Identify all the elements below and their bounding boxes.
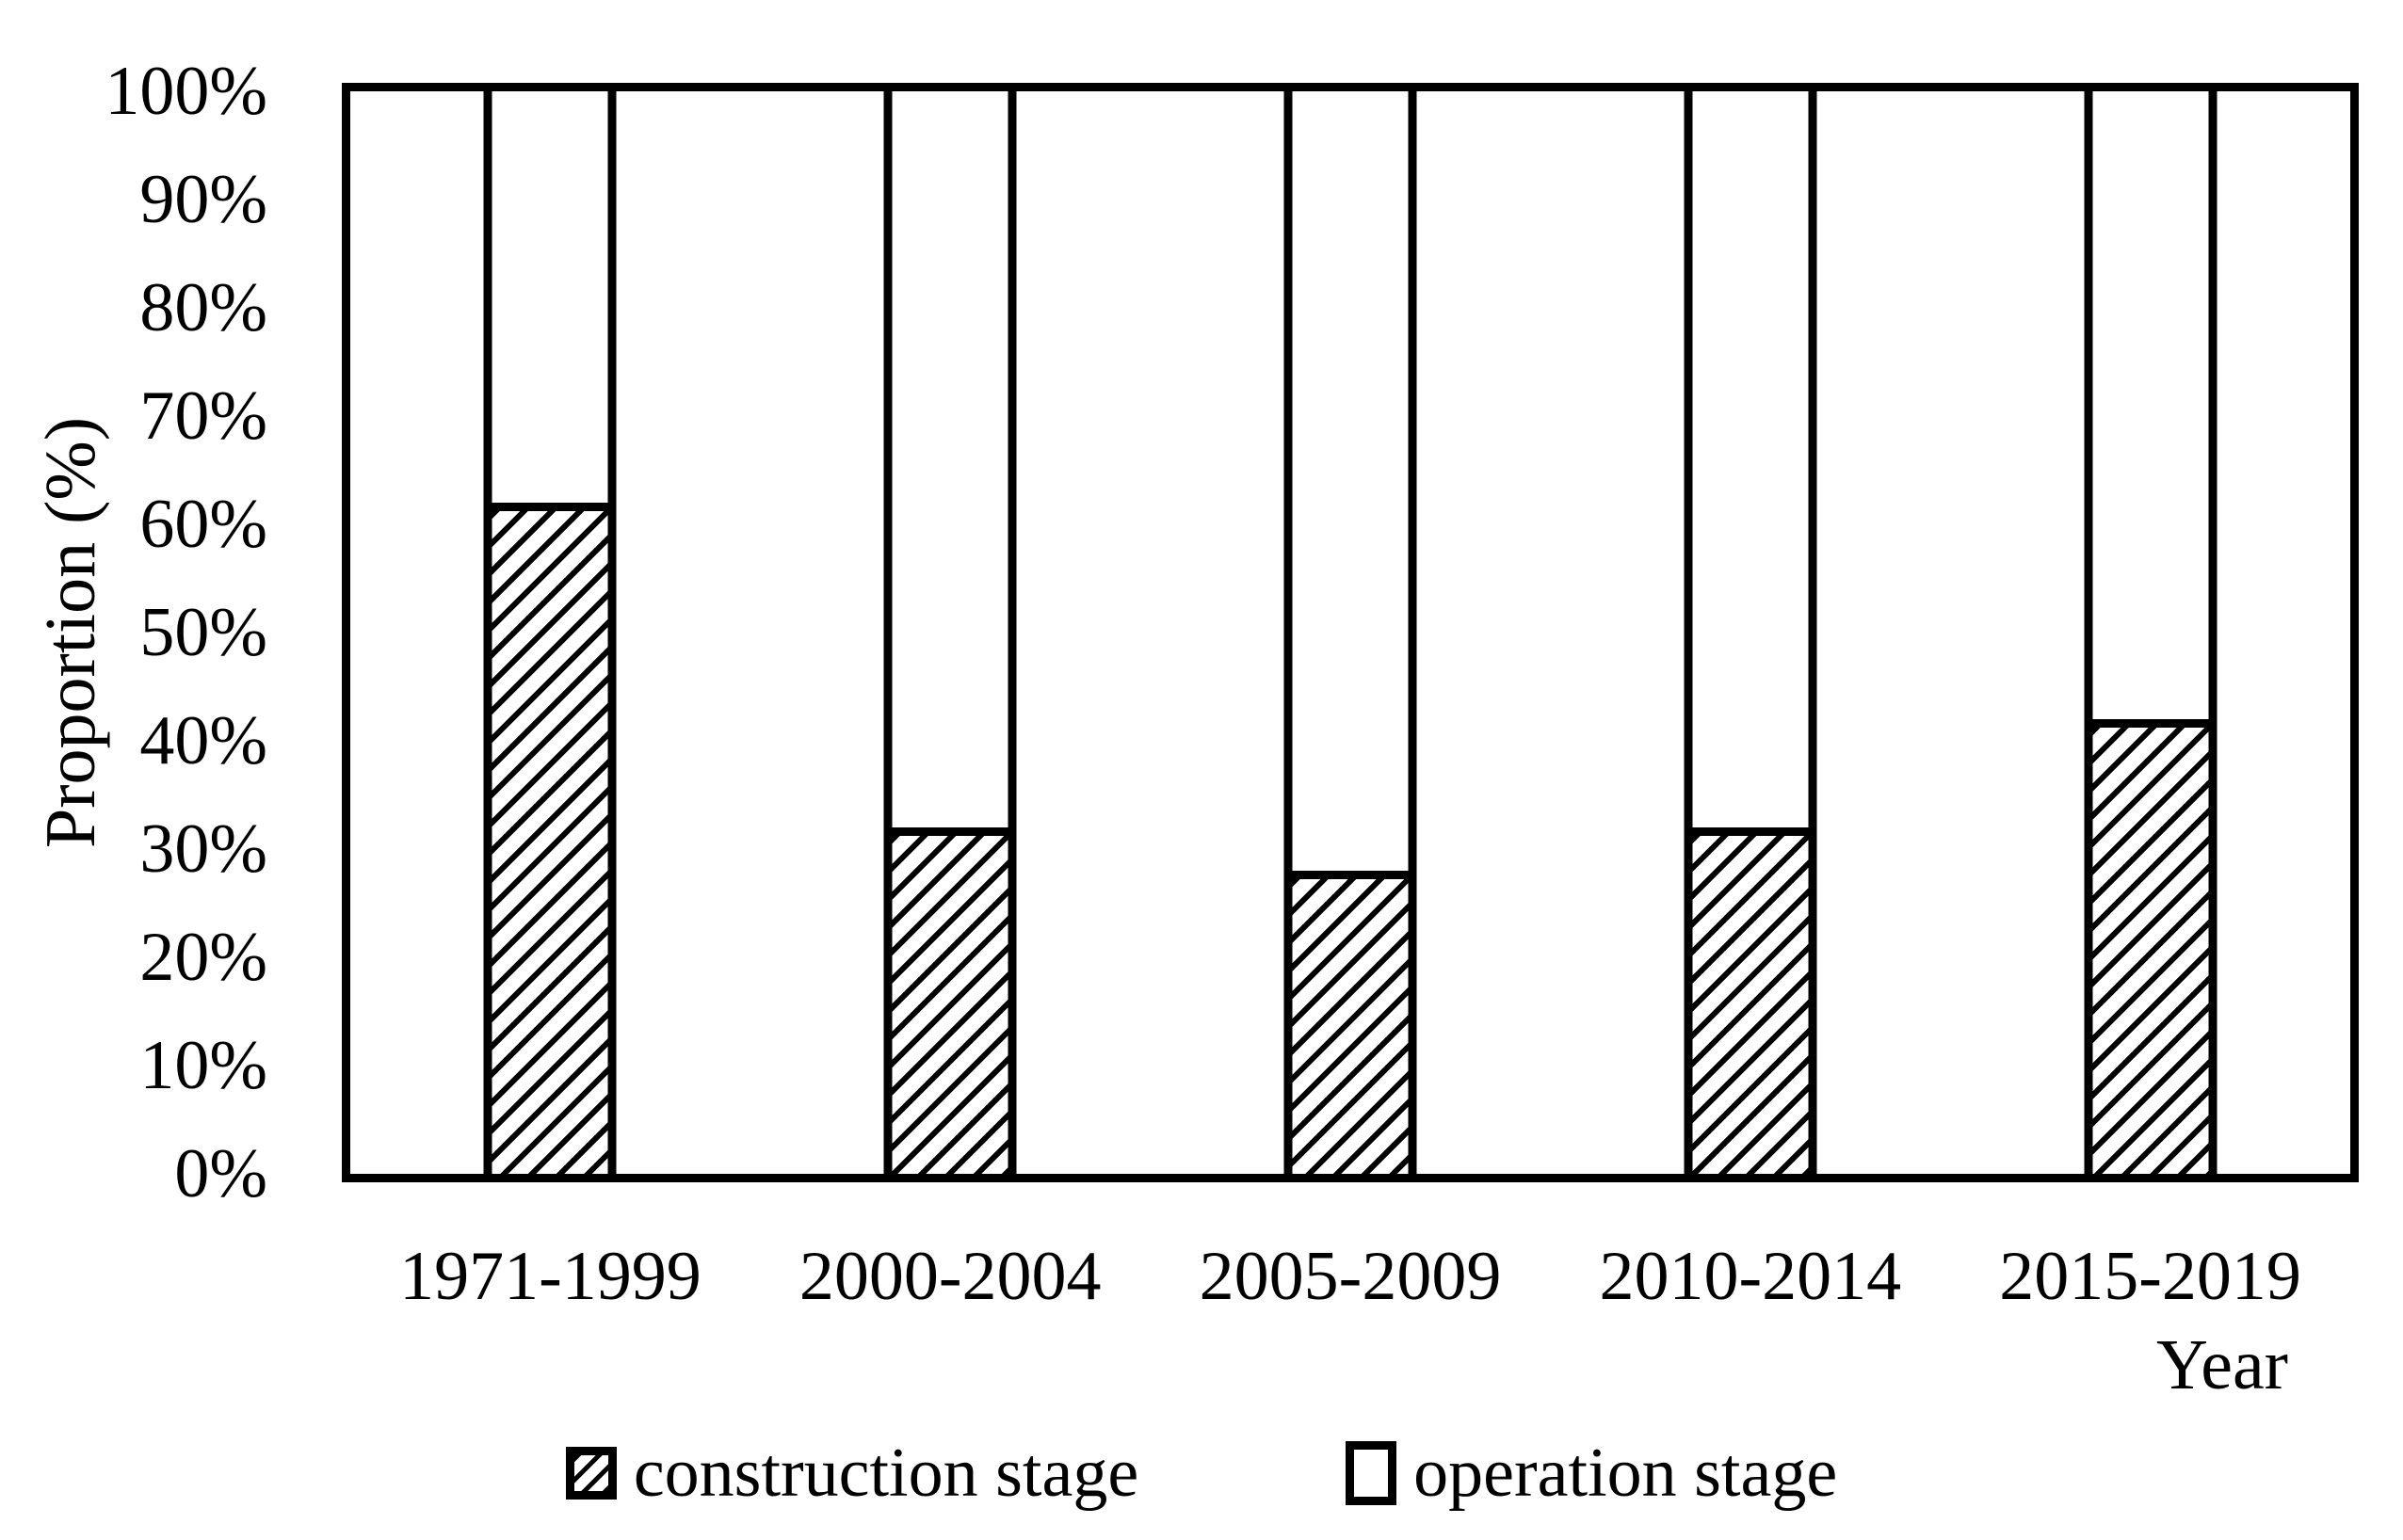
y-tick-label-40pct: 40% [139,702,267,779]
y-tick-label-90pct: 90% [139,161,267,238]
y-tick-label-60pct: 60% [139,486,267,563]
bar-column-2015-2019 [2084,91,2218,1174]
x-tick-label-1971-1999: 1971-1999 [399,1238,702,1315]
bar-column-1971-1999 [483,91,617,1174]
construction-segment-2000-2004 [892,827,1008,1174]
construction-hatch-swatch-icon [565,1447,617,1500]
plot-area: 1971-1999 2000-2004 2005-2009 2010-2014 2015… [105,56,2359,1311]
construction-segment-2015-2019 [2092,719,2209,1174]
legend-label-operation: operation stage [1413,1435,1838,1512]
x-tick-label-2000-2004: 2000-2004 [798,1238,1102,1315]
bar-column-2000-2004 [883,91,1017,1174]
y-tick-label-30pct: 30% [139,810,267,888]
y-tick-label-100pct: 100% [105,53,267,130]
bar-column-2005-2009 [1283,91,1417,1174]
construction-segment-2010-2014 [1692,827,1809,1174]
construction-segment-2005-2009 [1292,871,1409,1174]
y-axis-title: Proportion (%) [31,416,110,849]
y-tick-label-80pct: 80% [139,269,267,346]
legend-item-construction-stage: construction stage [565,1435,1139,1512]
x-axis-title: Year [2155,1325,2288,1404]
y-tick-label-50pct: 50% [139,594,267,671]
y-tick-label-20pct: 20% [139,919,267,996]
legend-label-construction: construction stage [633,1435,1139,1512]
bars-container [350,91,2350,1174]
legend-item-operation-stage: operation stage [1346,1438,1837,1508]
construction-segment-1971-1999 [492,503,608,1174]
y-tick-label-70pct: 70% [139,377,267,455]
y-tick-label-10pct: 10% [139,1027,267,1104]
y-tick-label-0pct: 0% [174,1135,267,1212]
x-tick-label-2010-2014: 2010-2014 [1599,1238,1902,1315]
x-tick-label-2015-2019: 2015-2019 [1999,1238,2301,1315]
bar-column-2010-2014 [1684,91,1817,1174]
legend: construction stage operation stage [0,1438,2403,1508]
operation-white-swatch-icon [1346,1441,1397,1505]
x-tick-label-2005-2009: 2005-2009 [1199,1238,1502,1315]
